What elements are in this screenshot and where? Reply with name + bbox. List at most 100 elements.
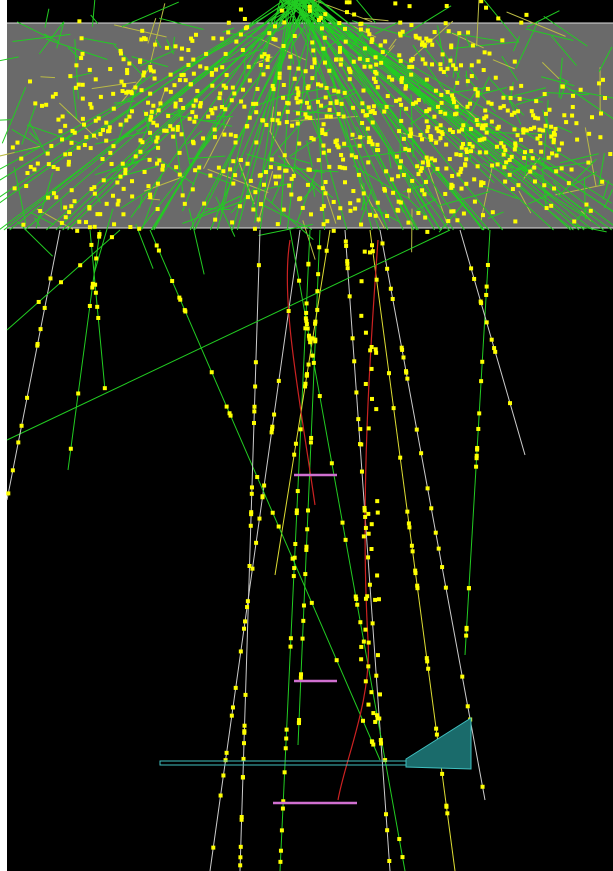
hit: [323, 132, 328, 137]
hit: [365, 28, 370, 33]
hit: [501, 104, 506, 109]
hit: [430, 42, 435, 47]
hit: [327, 148, 332, 153]
hit: [521, 130, 526, 135]
hit: [270, 510, 275, 515]
hit: [303, 381, 308, 386]
hit: [382, 188, 387, 193]
hit: [552, 132, 557, 137]
hit: [35, 161, 40, 166]
hit: [245, 599, 250, 604]
hit: [544, 206, 549, 211]
hit: [148, 130, 153, 135]
hit: [149, 109, 154, 114]
hit: [214, 67, 219, 72]
hit: [295, 121, 300, 126]
shower-segment: [489, 78, 525, 116]
hit: [501, 144, 506, 149]
hit: [470, 43, 475, 48]
hit: [301, 603, 306, 608]
hit: [233, 134, 238, 139]
hit: [187, 116, 192, 121]
hit: [409, 58, 414, 63]
hit: [371, 76, 376, 81]
hit: [532, 165, 537, 170]
hit: [213, 217, 218, 222]
shower-segment: [513, 35, 521, 52]
hit: [342, 90, 347, 95]
hit: [334, 57, 339, 62]
hit: [183, 309, 188, 314]
shower-segment: [98, 165, 158, 183]
shower-segment: [129, 121, 151, 167]
hit: [292, 555, 297, 560]
hit: [325, 219, 330, 224]
hit: [109, 161, 114, 166]
hit: [472, 177, 477, 182]
hit: [434, 140, 439, 145]
hit: [513, 141, 518, 146]
hit: [138, 149, 143, 154]
hit: [252, 409, 257, 414]
hit: [89, 105, 94, 110]
hit: [297, 278, 302, 283]
hit: [339, 57, 344, 62]
hit: [94, 256, 99, 261]
hit: [186, 62, 191, 67]
hit: [311, 360, 316, 365]
hit: [28, 79, 33, 84]
hit: [76, 145, 81, 150]
hit: [509, 112, 514, 117]
hit: [489, 337, 494, 342]
hit: [345, 259, 350, 264]
hit: [19, 423, 24, 428]
hit: [477, 150, 482, 155]
hit: [143, 37, 148, 42]
shower-segment: [67, 47, 82, 60]
shower-segment: [437, 191, 490, 207]
hit: [287, 183, 292, 188]
hit: [144, 111, 149, 116]
hit: [360, 718, 365, 723]
hit: [415, 164, 420, 169]
hit: [36, 299, 41, 304]
shower-segment: [149, 3, 166, 64]
shower-segment: [16, 221, 53, 257]
hit: [309, 600, 314, 605]
hit: [149, 114, 154, 119]
shower-segment: [302, 220, 316, 260]
hit: [438, 123, 443, 128]
hit: [448, 58, 453, 63]
hit: [363, 525, 368, 530]
hit: [366, 511, 371, 516]
hit: [377, 692, 382, 697]
shower-segment: [0, 56, 19, 62]
hit: [367, 582, 372, 587]
hit: [360, 121, 365, 126]
hit: [133, 85, 138, 90]
ray: [0, 0, 290, 198]
hit: [148, 91, 153, 96]
hit: [456, 172, 461, 177]
shower-segment: [559, 153, 599, 164]
hit: [69, 140, 74, 145]
hit: [419, 42, 424, 47]
hit: [371, 742, 376, 747]
hit: [337, 21, 342, 26]
hit: [399, 79, 404, 84]
ray: [300, 0, 495, 184]
hit: [479, 0, 484, 4]
hit: [444, 3, 449, 8]
hit: [434, 726, 439, 731]
ray: [312, 0, 504, 231]
hit: [87, 303, 92, 308]
track: [67, 229, 101, 471]
hit: [243, 619, 248, 624]
hit: [484, 292, 489, 297]
hit: [121, 57, 126, 62]
hit: [465, 104, 470, 109]
hit: [323, 191, 328, 196]
hit: [304, 544, 309, 549]
hit: [90, 281, 95, 286]
hit: [173, 104, 178, 109]
